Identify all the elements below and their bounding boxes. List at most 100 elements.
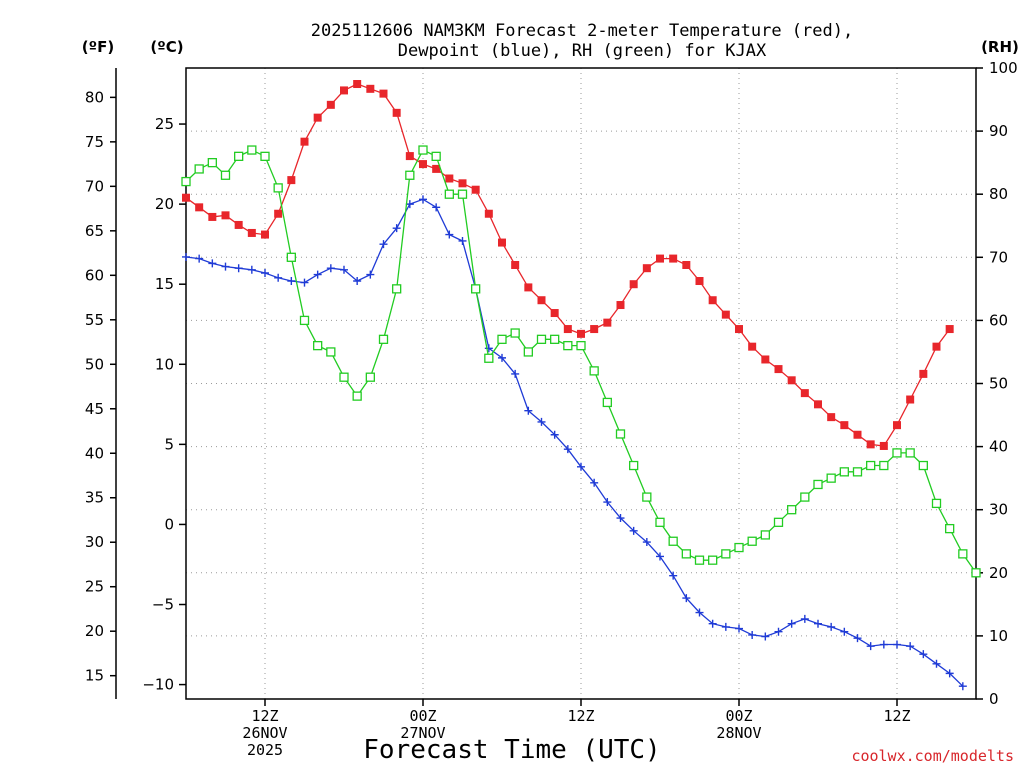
dewpoint-point xyxy=(537,417,546,426)
dewpoint-point xyxy=(419,195,427,204)
temperature-point xyxy=(340,86,348,95)
chart-title-line1: 2025112606 NAM3KM Forecast 2-meter Tempe… xyxy=(311,21,853,41)
temperature-point xyxy=(247,228,256,237)
dewpoint-point xyxy=(906,642,915,651)
celsius-tick-label: 10 xyxy=(155,355,174,373)
temperature-point xyxy=(642,264,651,273)
dewpoint-point xyxy=(814,619,822,628)
rh-point xyxy=(813,479,823,490)
dewpoint-point xyxy=(563,445,572,454)
temperature-point xyxy=(814,400,822,409)
temperature-point xyxy=(945,325,954,334)
dewpoint-point xyxy=(866,642,875,651)
rh-point xyxy=(339,372,349,382)
dewpoint-point xyxy=(800,614,809,623)
temperature-point xyxy=(708,296,717,305)
temperature-point xyxy=(603,318,612,327)
temperature-point xyxy=(432,164,441,173)
celsius-tick-label: −5 xyxy=(152,596,174,614)
x-tick-label: 12Z xyxy=(251,707,278,725)
rh-point xyxy=(839,467,849,477)
rh-point xyxy=(694,555,705,565)
dewpoint-point xyxy=(629,526,638,535)
dewpoint-point xyxy=(669,571,678,580)
dewpoint-point xyxy=(366,270,375,279)
x-tick-label: 28NOV xyxy=(716,724,761,742)
dewpoint-point xyxy=(432,203,441,212)
rh-point xyxy=(602,397,612,408)
rh-point xyxy=(747,536,757,546)
dewpoint-point xyxy=(287,277,296,286)
rh-point xyxy=(800,492,810,502)
temperature-point xyxy=(366,84,375,93)
celsius-tick-label: 25 xyxy=(155,115,174,133)
temperature-point xyxy=(274,209,283,218)
dewpoint-point xyxy=(498,353,506,362)
temperature-point xyxy=(906,395,915,404)
rh-point xyxy=(484,353,494,363)
celsius-tick-label: −10 xyxy=(142,676,174,694)
temperature-point xyxy=(853,430,862,439)
data-series xyxy=(181,80,981,691)
dewpoint-point xyxy=(484,344,493,353)
rh-point xyxy=(273,183,283,193)
temperature-point xyxy=(300,137,309,146)
temperature-point xyxy=(577,329,585,338)
fahrenheit-tick-label: 50 xyxy=(85,355,104,373)
dewpoint-point xyxy=(313,270,322,279)
dewpoint-point xyxy=(511,369,520,378)
temperature-point xyxy=(471,185,480,194)
chart-title-line2: Dewpoint (blue), RH (green) for KJAX xyxy=(398,41,767,61)
rh-point xyxy=(536,334,547,344)
rh-point xyxy=(760,530,770,540)
rh-point xyxy=(866,460,876,471)
series-2 xyxy=(182,195,967,691)
dewpoint-point xyxy=(577,462,585,471)
dewpoint-point xyxy=(708,619,717,628)
dewpoint-point xyxy=(379,240,388,249)
rh-point xyxy=(431,151,441,161)
temperature-point xyxy=(405,152,414,161)
rh-point xyxy=(576,340,586,351)
rh-point xyxy=(444,189,454,199)
dewpoint-point xyxy=(550,430,559,439)
temperature-point xyxy=(550,309,559,318)
temperature-point xyxy=(537,296,546,305)
dewpoint-point xyxy=(932,659,941,668)
x-tick-label: 27NOV xyxy=(400,724,445,742)
dewpoint-point xyxy=(392,224,401,233)
rh-point xyxy=(392,284,402,294)
fahrenheit-unit-label: (ºF) xyxy=(82,38,114,56)
rh-point xyxy=(945,523,955,534)
rh-point xyxy=(655,517,665,527)
rh-point xyxy=(181,176,191,187)
dewpoint-point xyxy=(616,514,625,523)
rh-point xyxy=(220,170,231,180)
rh-point xyxy=(313,340,323,351)
dewpoint-point xyxy=(182,252,190,261)
dewpoint-point xyxy=(261,268,269,277)
fahrenheit-tick-label: 40 xyxy=(85,444,104,462)
temperature-point xyxy=(735,325,743,334)
fahrenheit-tick-label: 35 xyxy=(85,489,104,507)
fahrenheit-tick-label: 15 xyxy=(85,667,104,685)
rh-point xyxy=(234,151,244,161)
fahrenheit-tick-label: 75 xyxy=(85,133,104,151)
temperature-point xyxy=(208,212,217,221)
celsius-tick-label: 0 xyxy=(164,515,174,533)
rh-point xyxy=(708,555,718,565)
dewpoint-point xyxy=(353,277,362,286)
rh-tick-label: 90 xyxy=(989,122,1008,140)
fahrenheit-tick-label: 65 xyxy=(85,222,104,240)
rh-tick-label: 0 xyxy=(989,690,999,708)
rh-point xyxy=(352,391,362,401)
rh-tick-label: 80 xyxy=(989,185,1008,203)
rh-point xyxy=(668,536,678,546)
rh-point xyxy=(457,189,468,199)
x-tick-label: 26NOV xyxy=(242,724,287,742)
rh-point xyxy=(905,448,915,458)
temperature-point xyxy=(195,203,204,212)
temperature-point xyxy=(682,260,691,269)
temperature-point xyxy=(629,280,638,289)
temperature-point xyxy=(616,301,625,310)
